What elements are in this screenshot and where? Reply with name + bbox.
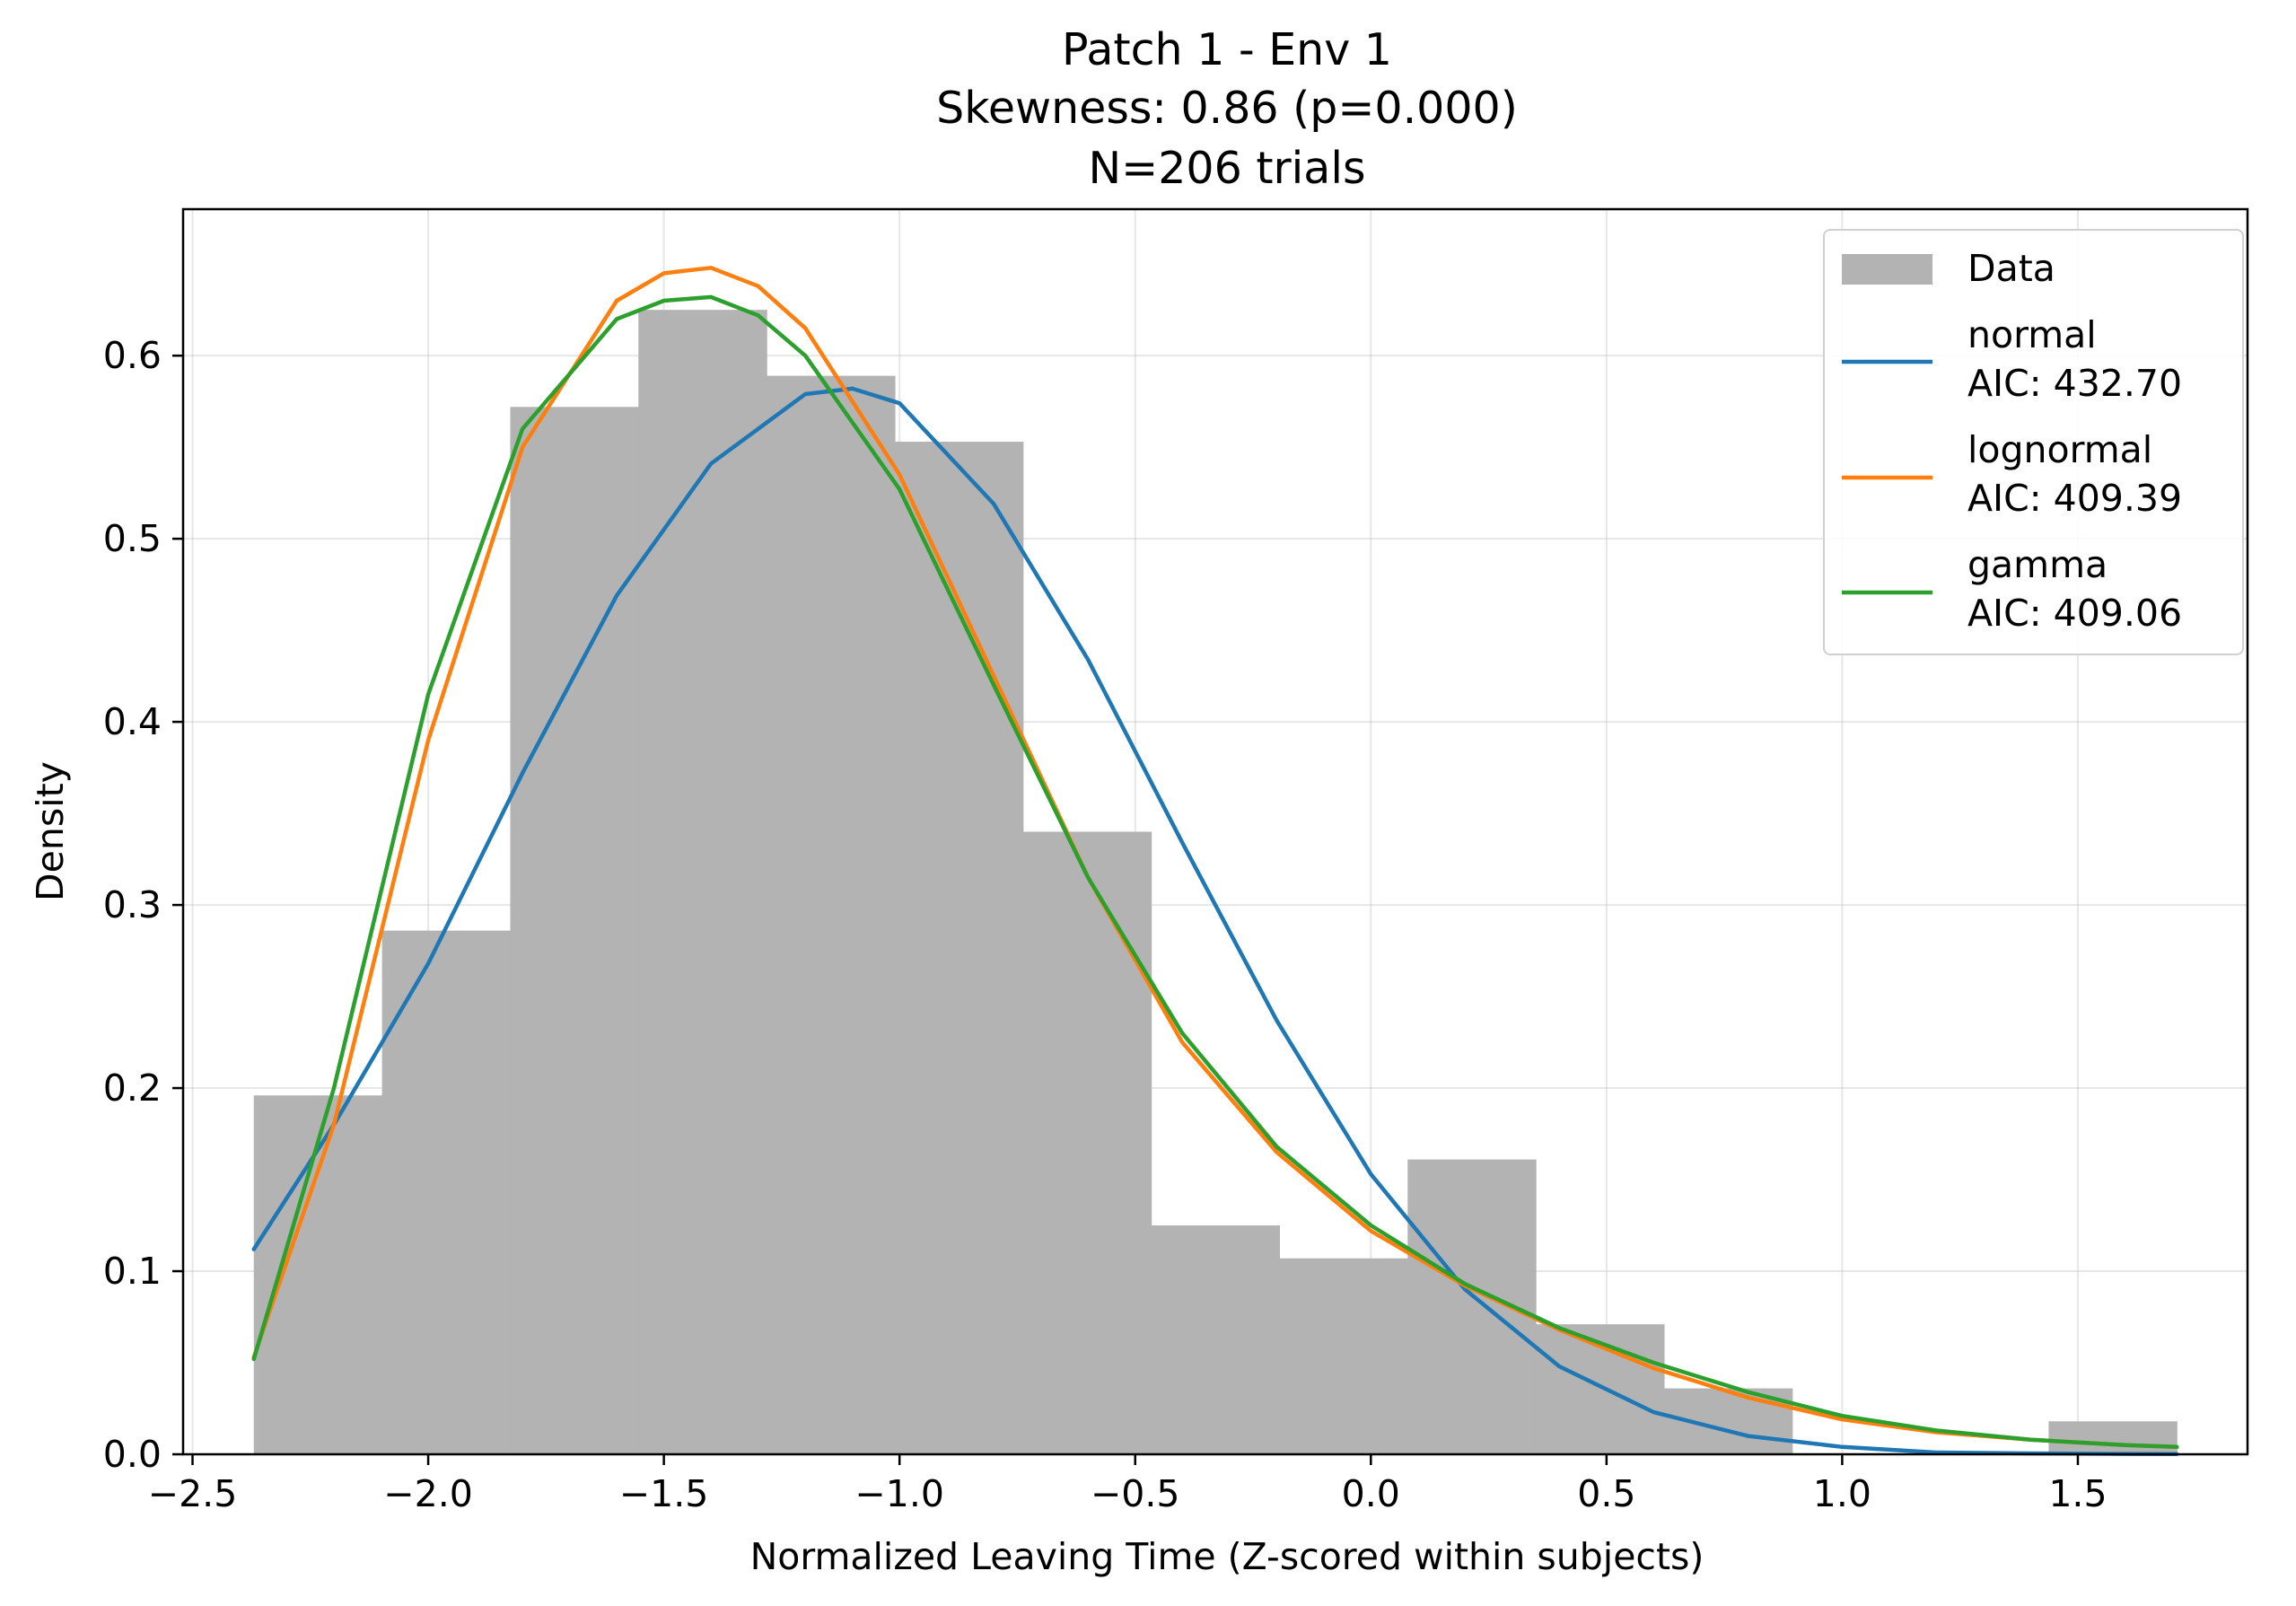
chart-title: Patch 1 - Env 1 Skewness: 0.86 (p=0.000)… [936, 24, 1518, 194]
legend-aic-gamma: AIC: 409.06 [1967, 592, 2182, 635]
x-tick-label: 0.0 [1342, 1472, 1400, 1515]
histogram-bar [1151, 1225, 1281, 1454]
series-line-gamma [251, 294, 2179, 1450]
x-axis-ticks: −2.5 −2.0 −1.5 −1.0 −0.5 0.0 0.5 1.0 1.5 [148, 1454, 2108, 1515]
y-tick-label: 0.5 [103, 517, 162, 560]
histogram-bar [767, 375, 896, 1454]
x-tick-label: −2.0 [383, 1472, 473, 1515]
series-line-normal [251, 386, 2179, 1457]
legend: Data normal AIC: 432.70 lognormal AIC: 4… [1823, 229, 2244, 655]
y-tick-label: 0.6 [103, 334, 162, 377]
x-tick-label: −2.5 [148, 1472, 238, 1515]
x-tick-label: 1.5 [2048, 1472, 2107, 1515]
histogram-bar [1022, 831, 1152, 1454]
y-axis-label: Density [29, 761, 72, 901]
x-tick-label: 1.0 [1813, 1472, 1871, 1515]
histogram-bar [1279, 1258, 1408, 1454]
x-tick-label: 0.5 [1577, 1472, 1635, 1515]
histogram-bar [510, 407, 639, 1455]
legend-swatch-data [1842, 254, 1932, 285]
y-tick-label: 0.1 [103, 1250, 162, 1293]
histogram-bar [381, 930, 512, 1454]
y-axis-ticks: 0.0 0.1 0.2 0.3 0.4 0.5 0.6 [103, 334, 183, 1476]
x-tick-label: −0.5 [1091, 1472, 1180, 1515]
y-tick-label: 0.2 [103, 1066, 162, 1110]
x-tick-label: −1.0 [854, 1472, 944, 1515]
histogram-bars [253, 310, 2178, 1455]
y-tick-label: 0.4 [103, 700, 162, 743]
legend-label-normal: normal [1967, 313, 2097, 356]
legend-aic-normal: AIC: 432.70 [1967, 362, 2182, 405]
title-line-2: Skewness: 0.86 (p=0.000) [936, 83, 1518, 134]
histogram-bar [894, 442, 1024, 1455]
x-axis-label: Normalized Leaving Time (Z-scored within… [750, 1535, 1704, 1578]
title-line-3: N=206 trials [1089, 143, 1366, 194]
x-tick-label: −1.5 [619, 1472, 709, 1515]
legend-label-gamma: gamma [1967, 543, 2108, 586]
legend-label-data: Data [1967, 247, 2055, 290]
plot-frame [181, 207, 2249, 1456]
legend-box [1823, 229, 2244, 655]
y-tick-label: 0.3 [103, 883, 162, 926]
series-line-lognormal [251, 266, 2179, 1450]
histogram-bar [253, 1095, 383, 1454]
legend-label-lognormal: lognormal [1967, 428, 2152, 471]
histogram-bar [2048, 1421, 2178, 1454]
legend-aic-lognormal: AIC: 409.39 [1967, 477, 2182, 520]
y-tick-label: 0.0 [103, 1433, 162, 1476]
histogram-bar [638, 310, 767, 1454]
fit-curves [251, 266, 2179, 1457]
title-line-1: Patch 1 - Env 1 [1062, 24, 1392, 75]
